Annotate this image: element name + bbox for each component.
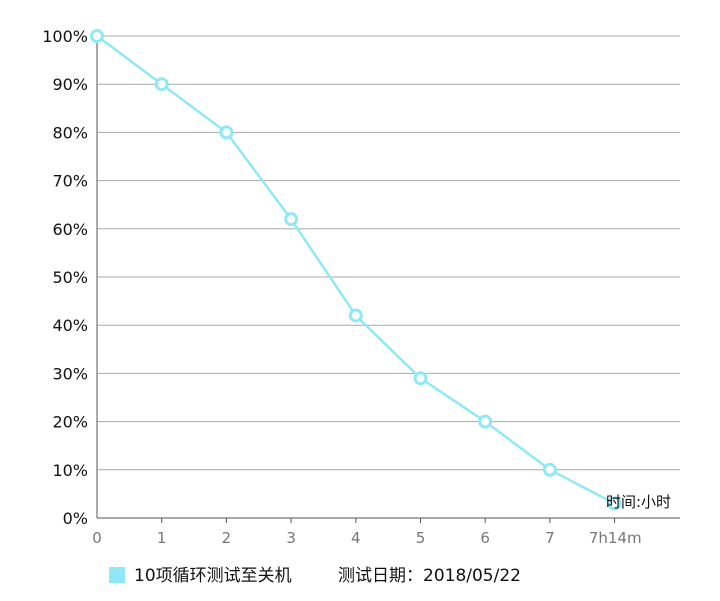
axes [96,36,680,523]
grid-lines [97,35,680,471]
legend: 10项循环测试至关机 测试日期：2018/05/22 [109,566,521,586]
data-point [478,414,493,429]
x-tick-label: 0 [92,529,102,547]
y-tick-label: 70% [52,172,88,191]
y-tick-labels: 0% 10% 20% 30% 40% 50% 60% 70% 80% 90% 100% [42,27,88,528]
data-point [413,371,428,386]
data-point [154,77,169,92]
x-tick-label: 1 [157,529,167,547]
y-tick-label: 100% [42,27,88,46]
x-tick-label: 6 [480,529,490,547]
x-tick-label: 5 [416,529,426,547]
x-tick-label: 7h14m [589,529,642,547]
data-point [90,29,104,43]
legend-series-name: 10项循环测试至关机 [134,566,292,586]
y-tick-label: 40% [52,316,88,335]
legend-test-date: 测试日期：2018/05/22 [338,566,521,586]
y-tick-label: 10% [52,461,88,480]
data-point [542,462,557,477]
x-tick-label: 4 [351,529,361,547]
legend-swatch [109,567,125,583]
y-tick-label: 20% [52,413,88,432]
data-point [348,308,363,323]
x-tick-label: 7 [545,529,555,547]
series-line [96,34,616,505]
x-tick-labels: 0 1 2 3 4 5 6 7 7h14m [92,529,641,547]
x-tick-label: 2 [222,529,232,547]
y-tick-label: 50% [52,268,88,287]
y-tick-label: 90% [52,75,88,94]
y-tick-label: 30% [52,364,88,383]
y-tick-label: 60% [52,220,88,239]
x-axis-label: 时间:小时 [606,493,671,511]
y-tick-label: 0% [63,509,88,528]
data-point [219,125,234,140]
x-tick-label: 3 [286,529,296,547]
series-layer [90,29,622,511]
data-point [284,212,299,227]
data-point [607,496,622,511]
y-tick-label: 80% [52,123,88,142]
